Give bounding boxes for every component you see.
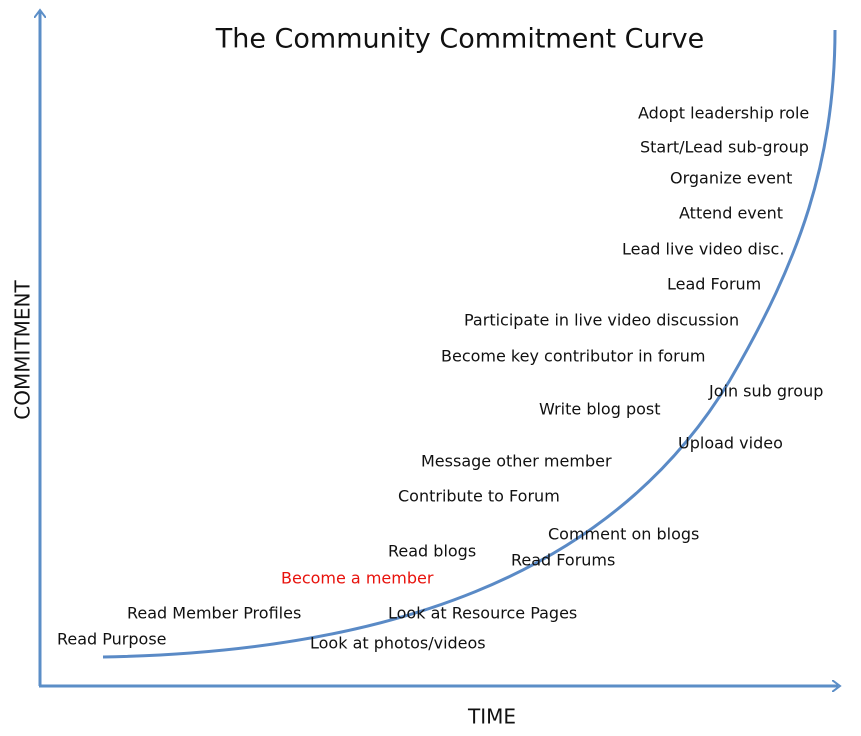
activity-label: Write blog post bbox=[539, 400, 661, 419]
activity-label: Read Forums bbox=[511, 551, 615, 570]
y-axis-label: COMMITMENT bbox=[11, 280, 35, 420]
activity-label: Look at photos/videos bbox=[310, 634, 486, 653]
activity-label: Lead live video disc. bbox=[622, 240, 784, 259]
title: The Community Commitment Curve bbox=[215, 24, 705, 55]
activity-label: Become a member bbox=[281, 569, 434, 588]
activity-label: Attend event bbox=[679, 204, 783, 223]
activity-label: Read Member Profiles bbox=[127, 604, 301, 623]
activity-label: Lead Forum bbox=[667, 275, 761, 294]
activity-label: Become key contributor in forum bbox=[441, 347, 705, 366]
activity-label: Comment on blogs bbox=[548, 525, 699, 544]
activity-label: Participate in live video discussion bbox=[464, 311, 739, 330]
activity-label: Upload video bbox=[678, 434, 783, 453]
x-axis-label: TIME bbox=[467, 705, 516, 729]
activity-label: Join sub group bbox=[708, 382, 823, 401]
activity-label: Contribute to Forum bbox=[398, 487, 560, 506]
activity-label: Adopt leadership role bbox=[638, 104, 809, 123]
activity-label: Read blogs bbox=[388, 542, 476, 561]
activity-label: Message other member bbox=[421, 452, 612, 471]
activity-label: Organize event bbox=[670, 169, 792, 188]
commitment-curve bbox=[102, 29, 837, 659]
activity-label: Look at Resource Pages bbox=[388, 604, 577, 623]
activity-label: Read Purpose bbox=[57, 630, 167, 649]
activity-label: Start/Lead sub-group bbox=[640, 138, 809, 157]
